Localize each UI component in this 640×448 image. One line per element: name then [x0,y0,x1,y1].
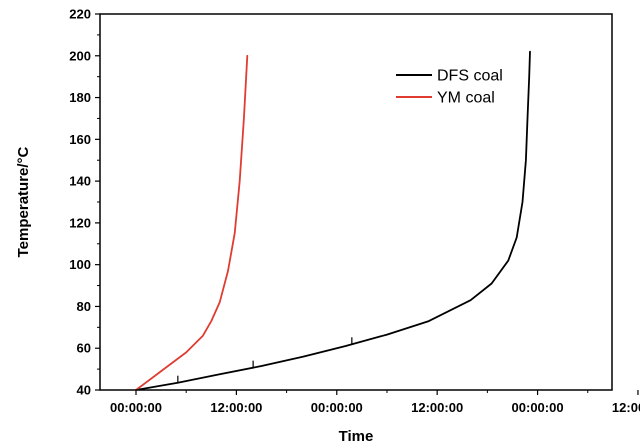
series-line-dfs-coal [135,50,531,391]
legend-label-dfs-coal: DFS coal [437,68,503,85]
plot-frame [99,13,613,391]
series-layer [135,50,531,391]
x-tick-label: 00:00:00 [110,400,162,415]
y-axis-title: Temperature/°C [15,146,32,257]
y-tick-label: 40 [77,383,91,398]
y-tick-label: 180 [69,90,91,105]
x-tick-label: 00:00:00 [311,400,363,415]
x-axis-title: Time [339,428,374,445]
legend-label-ym-coal: YM coal [437,90,495,107]
y-tick-label: 160 [69,132,91,147]
tick-layer [95,13,639,395]
y-tick-label: 60 [77,341,91,356]
y-tick-label: 200 [69,48,91,63]
y-tick-label: 100 [69,257,91,272]
y-tick-label: 120 [69,215,91,230]
x-tick-label: 00:00:00 [512,400,564,415]
y-tick-label: 220 [69,7,91,22]
legend: DFS coal YM coal [396,68,503,107]
x-tick-label: 12:00:00 [411,400,463,415]
y-tick-label: 80 [77,299,91,314]
tick-label-layer: 40 60 80 100 120 140 160 180 200 220 00:00:00 12:00… [69,7,640,416]
y-tick-label: 140 [69,174,91,189]
x-tick-label: 12:00:00 [210,400,262,415]
x-tick-label: 12:00:00 [612,400,640,415]
series-line-ym-coal [135,54,249,391]
